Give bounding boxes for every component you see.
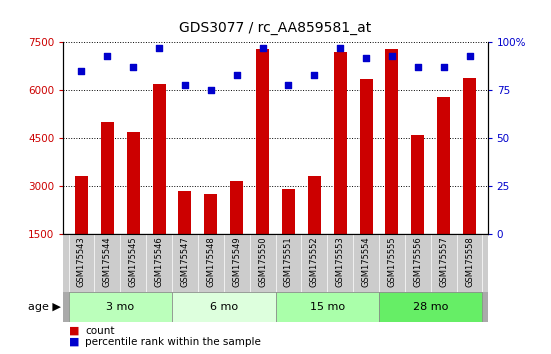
Bar <box>360 79 372 234</box>
Text: percentile rank within the sample: percentile rank within the sample <box>85 337 261 347</box>
Text: GSM175544: GSM175544 <box>103 236 112 287</box>
Bar <box>334 52 347 234</box>
Text: GSM175546: GSM175546 <box>155 236 164 287</box>
Bar <box>463 78 476 234</box>
Bar <box>256 49 269 234</box>
Text: GSM175553: GSM175553 <box>336 236 345 287</box>
Point <box>207 87 215 93</box>
Text: GSM175556: GSM175556 <box>413 236 422 287</box>
Text: ■: ■ <box>69 326 79 336</box>
Bar <box>101 122 114 234</box>
Point <box>465 53 474 59</box>
Bar <box>386 49 398 234</box>
Bar <box>204 194 217 234</box>
Text: age ▶: age ▶ <box>28 302 61 312</box>
Point <box>181 82 190 87</box>
Text: GSM175554: GSM175554 <box>361 236 370 287</box>
Point <box>336 45 344 51</box>
Text: GSM175550: GSM175550 <box>258 236 267 287</box>
Bar <box>282 189 295 234</box>
Bar <box>379 292 483 322</box>
Point <box>258 45 267 51</box>
Point <box>284 82 293 87</box>
Bar <box>75 176 88 234</box>
Text: GDS3077 / rc_AA859581_at: GDS3077 / rc_AA859581_at <box>180 21 371 35</box>
Point <box>77 68 86 74</box>
Point <box>233 72 241 78</box>
Text: GSM175552: GSM175552 <box>310 236 319 287</box>
Text: GSM175547: GSM175547 <box>181 236 190 287</box>
Point <box>103 53 112 59</box>
Point <box>155 45 164 51</box>
Bar <box>230 181 243 234</box>
Text: GSM175549: GSM175549 <box>232 236 241 287</box>
Text: GSM175543: GSM175543 <box>77 236 86 287</box>
Bar <box>68 292 172 322</box>
Text: GSM175545: GSM175545 <box>129 236 138 287</box>
Text: 15 mo: 15 mo <box>310 302 345 312</box>
Point <box>439 64 448 70</box>
Text: 3 mo: 3 mo <box>106 302 134 312</box>
Bar <box>437 97 450 234</box>
Point <box>361 55 370 61</box>
Bar <box>179 190 191 234</box>
Text: GSM175557: GSM175557 <box>439 236 448 287</box>
Text: 28 mo: 28 mo <box>413 302 449 312</box>
Point <box>413 64 422 70</box>
Text: GSM175555: GSM175555 <box>387 236 396 287</box>
Bar <box>153 84 165 234</box>
Bar <box>411 135 424 234</box>
Bar <box>127 132 140 234</box>
Point <box>310 72 318 78</box>
Bar <box>308 176 321 234</box>
Bar <box>172 292 276 322</box>
Text: GSM175551: GSM175551 <box>284 236 293 287</box>
Point <box>129 64 138 70</box>
Point <box>387 53 396 59</box>
Text: GSM175558: GSM175558 <box>465 236 474 287</box>
Text: GSM175548: GSM175548 <box>206 236 215 287</box>
Text: count: count <box>85 326 115 336</box>
Text: 6 mo: 6 mo <box>210 302 238 312</box>
Text: ■: ■ <box>69 337 79 347</box>
Bar <box>276 292 379 322</box>
